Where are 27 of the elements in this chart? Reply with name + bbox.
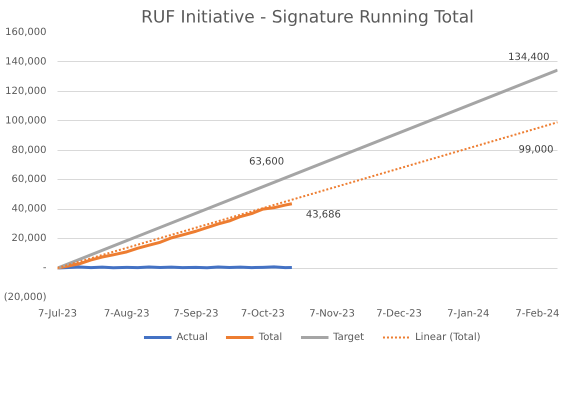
x-tick-label: 7-Sep-23 <box>173 308 218 320</box>
y-tick-label: 20,000 <box>12 233 47 244</box>
x-tick-label: 7-Nov-23 <box>309 308 355 320</box>
y-tick-label: - <box>42 262 47 274</box>
legend-label: Target <box>333 332 364 342</box>
legend-label: Total <box>258 332 282 342</box>
x-tick-label: 7-Aug-23 <box>104 308 150 320</box>
y-tick-label: 160,000 <box>5 27 47 38</box>
y-tick-label: 60,000 <box>12 174 47 186</box>
y-tick-label: 120,000 <box>5 86 47 97</box>
x-tick-label: 7-Jan-24 <box>447 308 490 320</box>
y-tick-label: 140,000 <box>5 56 47 68</box>
x-tick-label: 7-Oct-23 <box>240 308 285 320</box>
x-tick-label: 7-Feb-24 <box>515 308 560 320</box>
y-tick-label: 80,000 <box>12 144 47 156</box>
annotation: 43,686 <box>306 210 341 221</box>
y-tick-label: 100,000 <box>5 115 47 126</box>
x-tick-label: 7-Jul-23 <box>38 308 77 320</box>
y-tick-label: 40,000 <box>12 204 47 215</box>
x-tick-label: 7-Dec-23 <box>376 308 422 320</box>
annotation: 99,000 <box>518 144 554 156</box>
y-tick-label: (20,000) <box>4 292 47 303</box>
legend-label: Linear (Total) <box>415 332 481 342</box>
legend-label: Actual <box>176 332 208 342</box>
chart-title: RUF Initiative - Signature Running Total <box>141 8 474 28</box>
annotation: 134,400 <box>508 52 550 64</box>
annotation: 63,600 <box>249 156 284 168</box>
